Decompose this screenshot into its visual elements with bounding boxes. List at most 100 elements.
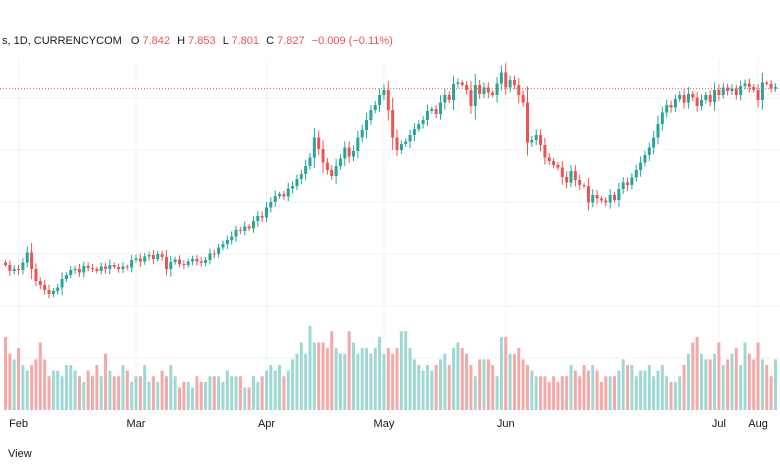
low-value: 7.801 (231, 35, 259, 47)
candle (195, 255, 199, 266)
candle-body (691, 94, 695, 98)
candle (539, 129, 543, 152)
candle-body (95, 269, 99, 271)
candle-body (77, 269, 81, 273)
volume-bar (160, 370, 164, 410)
candle-body (565, 177, 569, 183)
candle-body (295, 179, 299, 186)
candle-body (291, 186, 295, 189)
candle-body (482, 87, 486, 94)
month-label: Jun (497, 418, 515, 430)
candle-body (56, 287, 60, 291)
candle-body (121, 266, 125, 269)
candle-body (656, 124, 660, 138)
candle (578, 174, 582, 190)
candle (573, 165, 577, 187)
candle-body (647, 147, 651, 155)
candle (508, 75, 512, 93)
candle-body (534, 135, 538, 140)
candle-body (299, 174, 303, 179)
candle (608, 188, 612, 209)
volume-bar (582, 365, 586, 410)
volume-bar (291, 359, 295, 410)
volume-bar (182, 381, 186, 410)
candle (373, 100, 377, 114)
candle-body (221, 244, 225, 248)
candle (8, 260, 12, 276)
candle (569, 165, 573, 188)
volume-bar (643, 370, 647, 410)
volume-bar (721, 365, 725, 410)
candle (586, 177, 590, 211)
candle (404, 138, 408, 147)
volume-bar (117, 376, 121, 410)
candle (69, 265, 73, 279)
candle-body (660, 112, 664, 124)
volume-bar (517, 348, 521, 410)
volume-bar (734, 348, 738, 410)
candle (134, 254, 138, 263)
volume-bar (212, 376, 216, 410)
volume-bar (365, 348, 369, 410)
volume-bar (412, 359, 416, 410)
candle (247, 224, 251, 231)
candle-body (734, 88, 738, 95)
volume-bar (151, 376, 155, 410)
candle (465, 80, 469, 95)
month-label: Apr (258, 418, 275, 430)
candle-body (69, 270, 73, 275)
candle-body (630, 177, 634, 185)
candle (160, 250, 164, 261)
candle (673, 94, 677, 112)
candle-body (195, 259, 199, 262)
candle-body (530, 140, 534, 143)
candle-body (321, 149, 325, 163)
volume-bar (121, 365, 125, 410)
candle-body (178, 259, 181, 264)
volume-bar (486, 359, 490, 410)
candle (726, 83, 730, 96)
candle-body (182, 264, 186, 265)
volume-bar (99, 376, 103, 410)
candle (164, 249, 168, 276)
volume-bar (639, 370, 643, 410)
candle (395, 129, 399, 157)
candle (230, 231, 234, 245)
candle (321, 140, 325, 173)
candle-body (143, 256, 147, 262)
volume-bar (726, 359, 730, 410)
candle (482, 82, 486, 98)
candle-body (460, 82, 464, 85)
candle-body (330, 170, 334, 176)
candle (686, 87, 690, 109)
volume-bar (260, 376, 264, 410)
month-label: Jul (712, 418, 726, 430)
candles (4, 63, 777, 299)
volume-bar (234, 376, 238, 410)
volume-bar (47, 376, 51, 410)
volume-bar (526, 365, 529, 410)
volume-bar (630, 365, 634, 410)
candle (91, 264, 94, 273)
candle (647, 142, 651, 161)
volume-bar (25, 370, 29, 410)
candle (582, 183, 586, 189)
candle-body (278, 194, 282, 196)
volume-bar (669, 381, 673, 410)
candle-body (125, 266, 129, 268)
candle-body (499, 72, 503, 84)
volume-bar (678, 376, 682, 410)
volume-bar (325, 348, 329, 410)
candle (691, 90, 695, 102)
candle-body (582, 185, 586, 186)
candle-body (156, 254, 160, 259)
close-label: C (266, 35, 274, 47)
volume-bar (482, 359, 486, 410)
candle-body (425, 111, 429, 120)
volume-bar (473, 376, 477, 410)
candle (421, 115, 425, 129)
volume-bar (569, 365, 573, 410)
candle (639, 156, 643, 177)
candle (599, 195, 603, 203)
